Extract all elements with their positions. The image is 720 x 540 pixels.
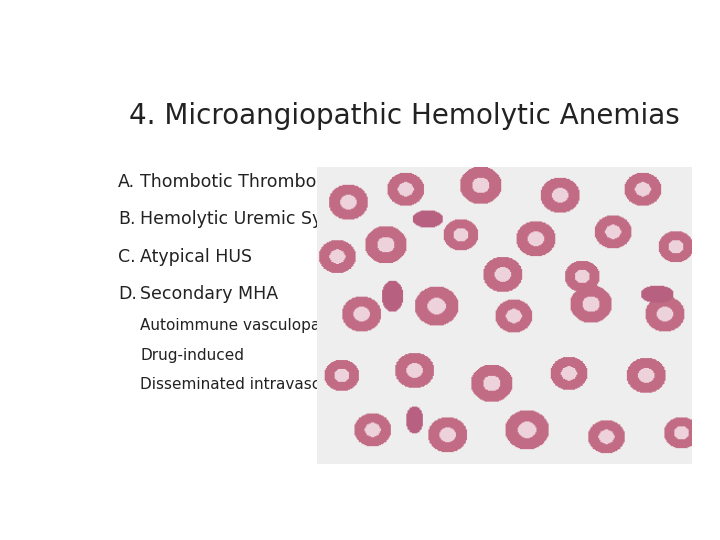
Text: D.: D. xyxy=(118,285,137,303)
Text: Hemolytic Uremic Syndreme (HUS): Hemolytic Uremic Syndreme (HUS) xyxy=(140,210,446,228)
Text: Schistocytes: Schistocytes xyxy=(433,170,521,183)
Text: Secondary MHA: Secondary MHA xyxy=(140,285,279,303)
Text: Atypical HUS: Atypical HUS xyxy=(140,248,252,266)
Text: aspho: aspho xyxy=(511,442,566,461)
Text: Drug-induced: Drug-induced xyxy=(140,348,244,362)
Text: 4. Microangiopathic Hemolytic Anemias: 4. Microangiopathic Hemolytic Anemias xyxy=(129,102,680,130)
Text: Thombotic Thrombocytopenic Purpura (TTP): Thombotic Thrombocytopenic Purpura (TTP) xyxy=(140,173,526,191)
Text: Disseminated intravascular coagulopathy: Disseminated intravascular coagulopathy xyxy=(140,377,459,392)
Text: Autoimmune vasculopathy: Autoimmune vasculopathy xyxy=(140,319,345,333)
Text: C.: C. xyxy=(118,248,135,266)
Text: B.: B. xyxy=(118,210,135,228)
Text: A.: A. xyxy=(118,173,135,191)
